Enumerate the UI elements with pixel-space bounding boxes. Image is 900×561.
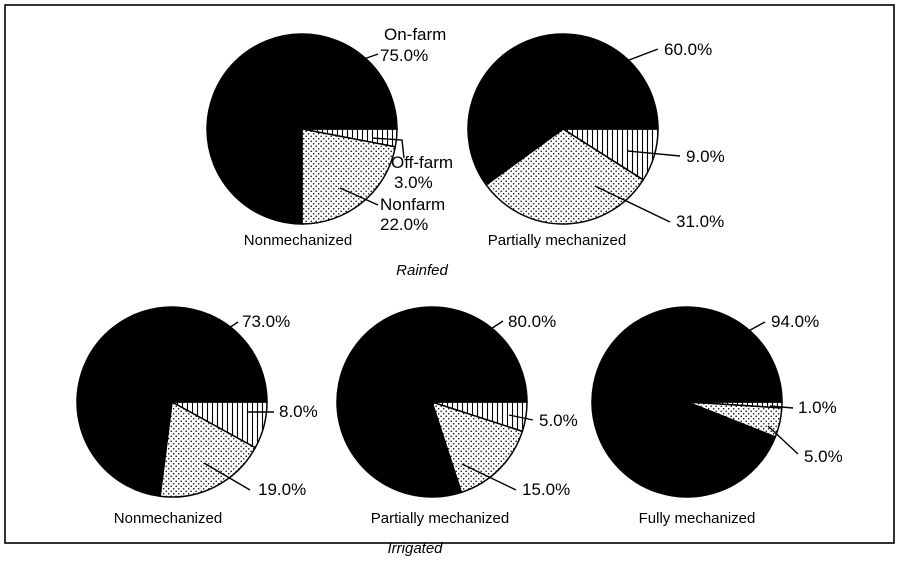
leader-line: [508, 414, 534, 421]
slice-label-off-farm-pct: 3.0%: [394, 173, 433, 192]
leader-line: [210, 321, 239, 341]
slice-label-nonfarm-pct: 22.0%: [380, 215, 428, 234]
pie-slice-on-farm: [206, 33, 398, 225]
slice-label-pct: 5.0%: [804, 447, 843, 466]
leader-line: [461, 463, 517, 491]
leader-line: [203, 462, 251, 491]
pies-layer: [76, 33, 783, 498]
pie-caption: Partially mechanized: [371, 510, 509, 527]
slice-label-pct: 80.0%: [508, 312, 556, 331]
slice-label-on-farm-pct: 75.0%: [380, 46, 428, 65]
slice-label-pct: 9.0%: [686, 147, 725, 166]
labels-layer: On-farm 75.0% Off-farm 3.0% Nonfarm 22.0…: [114, 25, 843, 557]
slice-label-pct: 5.0%: [539, 411, 578, 430]
figure-frame: [4, 4, 895, 544]
leader-line: [769, 405, 794, 409]
leader-line: [473, 320, 504, 341]
slice-label-pct: 60.0%: [664, 40, 712, 59]
slice-label-pct: 31.0%: [676, 212, 724, 231]
leader-line: [371, 137, 405, 159]
group-label-irrigated: Irrigated: [387, 540, 443, 557]
leader-line: [731, 321, 766, 341]
slice-label-on-farm-name: On-farm: [384, 25, 446, 44]
pie-caption: Nonmechanized: [114, 510, 222, 527]
pie-slice-nonfarm: [485, 128, 645, 225]
slice-label-pct: 19.0%: [258, 480, 306, 499]
leader-line: [627, 150, 681, 157]
pie-slice-on-farm: [467, 33, 659, 186]
slice-label-pct: 15.0%: [522, 480, 570, 499]
pie-slice-on-farm: [76, 306, 268, 498]
slice-label-pct: 1.0%: [798, 398, 837, 417]
pie-caption: Nonmechanized: [244, 232, 352, 249]
pie-slice-on-farm: [591, 306, 783, 498]
pie-slice-nonfarm: [301, 128, 397, 225]
slice-label-pct: 8.0%: [279, 402, 318, 421]
slice-label-off-farm-name: Off-farm: [391, 153, 453, 172]
leader-line: [339, 187, 379, 206]
group-label-rainfed: Rainfed: [396, 262, 448, 279]
pie-caption: Fully mechanized: [639, 510, 756, 527]
slice-label-pct: 94.0%: [771, 312, 819, 331]
slice-label-nonfarm-name: Nonfarm: [380, 195, 445, 214]
pie-caption: Partially mechanized: [488, 232, 626, 249]
slice-label-pct: 73.0%: [242, 312, 290, 331]
leader-line: [349, 53, 379, 65]
leader-line: [610, 48, 659, 68]
leader-line: [767, 425, 799, 455]
pie-slice-on-farm: [336, 306, 528, 498]
leader-line: [594, 185, 671, 223]
leader-lines: [203, 48, 799, 491]
pie-slice-nonfarm: [159, 400, 257, 498]
